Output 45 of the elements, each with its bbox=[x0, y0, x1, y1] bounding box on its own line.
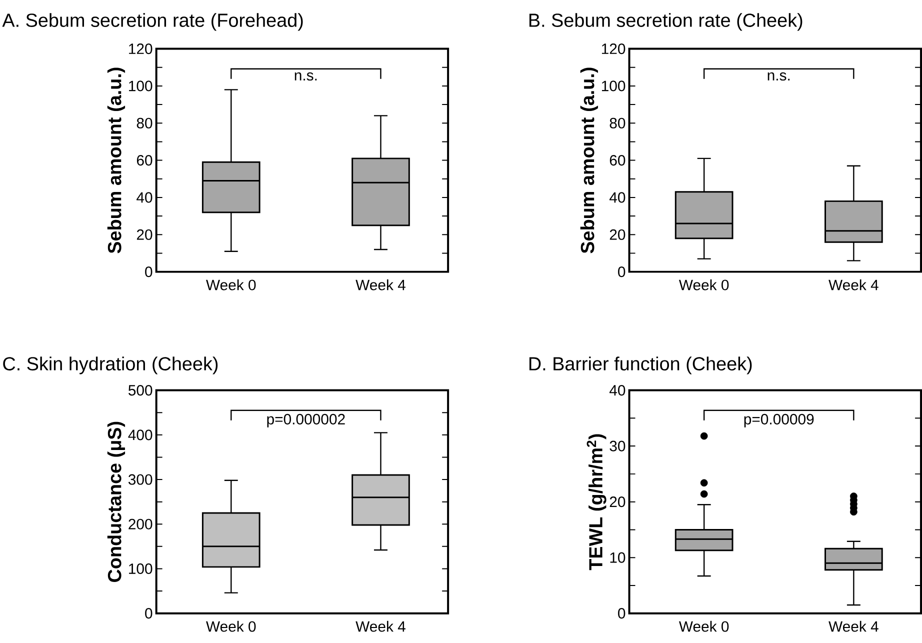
y-tick-label: 120 bbox=[129, 43, 152, 54]
y-tick-label: 40 bbox=[136, 192, 152, 203]
y-tick-label: 200 bbox=[128, 518, 152, 530]
x-tick-label: Week 4 bbox=[828, 279, 878, 290]
annotation: n.s. bbox=[768, 72, 790, 80]
y-axis-title: Sebum amount (a.u.) bbox=[107, 68, 126, 254]
y-tick-label: 300 bbox=[128, 474, 152, 485]
x-tick-label: Week 0 bbox=[206, 620, 256, 632]
y-axis-title: TEWL (g/hr/m$^{2}$) bbox=[586, 434, 606, 570]
annotation: n.s. bbox=[294, 72, 317, 80]
y-tick-label: 0 bbox=[145, 266, 152, 277]
y-tick-label: 60 bbox=[136, 154, 152, 166]
x-tick-label: Week 4 bbox=[828, 620, 878, 632]
y-tick-label: 20 bbox=[610, 229, 626, 240]
chart-title: A. Sebum secretion rate (Forehead) bbox=[2, 12, 303, 31]
x-tick-label: Week 0 bbox=[206, 279, 256, 290]
y-tick-label: 30 bbox=[610, 440, 626, 452]
x-tick-label: Week 0 bbox=[678, 620, 729, 632]
x-tick-label: Week 4 bbox=[356, 279, 406, 290]
y-tick-label: 500 bbox=[128, 384, 152, 396]
y-tick-label: 0 bbox=[618, 608, 626, 619]
y-tick-label: 20 bbox=[136, 229, 152, 240]
y-tick-label: 0 bbox=[145, 608, 152, 619]
annotation: p=0.000002 bbox=[267, 414, 345, 428]
y-tick-label: 40 bbox=[609, 192, 626, 203]
y-tick-label: 60 bbox=[610, 154, 626, 166]
y-tick-label: 80 bbox=[136, 118, 152, 128]
x-tick-label: Week 0 bbox=[678, 279, 729, 290]
y-tick-label: 10 bbox=[610, 552, 626, 563]
y-tick-label: 120 bbox=[602, 43, 626, 54]
chart-title: D. Barrier function (Cheek) bbox=[529, 356, 752, 374]
y-tick-label: 40 bbox=[609, 384, 626, 396]
y-tick-label: 0 bbox=[618, 266, 626, 277]
y-axis-title: Conductance (μS) bbox=[107, 422, 126, 582]
annotation: p=0.00009 bbox=[744, 414, 814, 428]
chart-title: B. Sebum secretion rate (Cheek) bbox=[529, 12, 802, 31]
y-tick-label: 100 bbox=[129, 563, 152, 574]
chart-title: C. Skin hydration (Cheek) bbox=[3, 356, 218, 374]
y-tick-label: 400 bbox=[128, 430, 152, 440]
y-tick-label: 100 bbox=[129, 80, 152, 92]
y-tick-label: 100 bbox=[602, 80, 626, 92]
x-tick-label: Week 4 bbox=[356, 620, 406, 632]
y-tick-label: 80 bbox=[610, 118, 626, 128]
y-axis-title: Sebum amount (a.u.) bbox=[580, 68, 598, 254]
y-tick-label: 20 bbox=[610, 496, 626, 508]
